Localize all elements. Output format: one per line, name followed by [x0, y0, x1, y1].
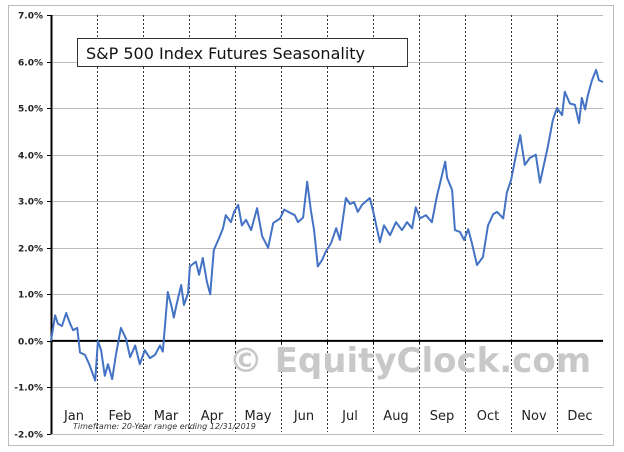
y-tick-label: 5.0%	[18, 105, 43, 115]
month-label: Dec	[567, 409, 592, 424]
y-tick-label: 7.0%	[18, 12, 43, 22]
title-box	[77, 38, 408, 67]
month-label: May	[245, 409, 272, 424]
y-tick-label: 4.0%	[18, 152, 43, 162]
month-label: Mar	[154, 409, 179, 424]
chart-border	[8, 5, 614, 446]
watermark: © EquityClock.com	[229, 341, 591, 381]
month-label: Jun	[293, 409, 314, 424]
month-label: Jan	[63, 409, 84, 424]
month-label: Oct	[477, 409, 499, 424]
y-tick-label: 0.0%	[18, 338, 43, 348]
month-label: Nov	[521, 409, 547, 424]
month-label: Apr	[201, 409, 224, 424]
month-label: Jul	[341, 409, 358, 424]
month-label: Aug	[383, 409, 408, 424]
y-tick-label: 3.0%	[18, 198, 43, 208]
y-tick-label: 1.0%	[18, 291, 43, 301]
y-tick-label: 6.0%	[18, 59, 43, 69]
y-tick-label: -2.0%	[14, 431, 43, 441]
month-label: Sep	[430, 409, 455, 424]
chart-title: S&P 500 Index Futures Seasonality	[86, 44, 365, 63]
y-tick-label: 2.0%	[18, 245, 43, 255]
month-label: Feb	[108, 409, 131, 424]
y-tick-label: -1.0%	[14, 384, 43, 394]
timeframe-note: Timeframe: 20-Year range ending 12/31/20…	[73, 422, 256, 431]
seasonality-line	[50, 68, 604, 382]
